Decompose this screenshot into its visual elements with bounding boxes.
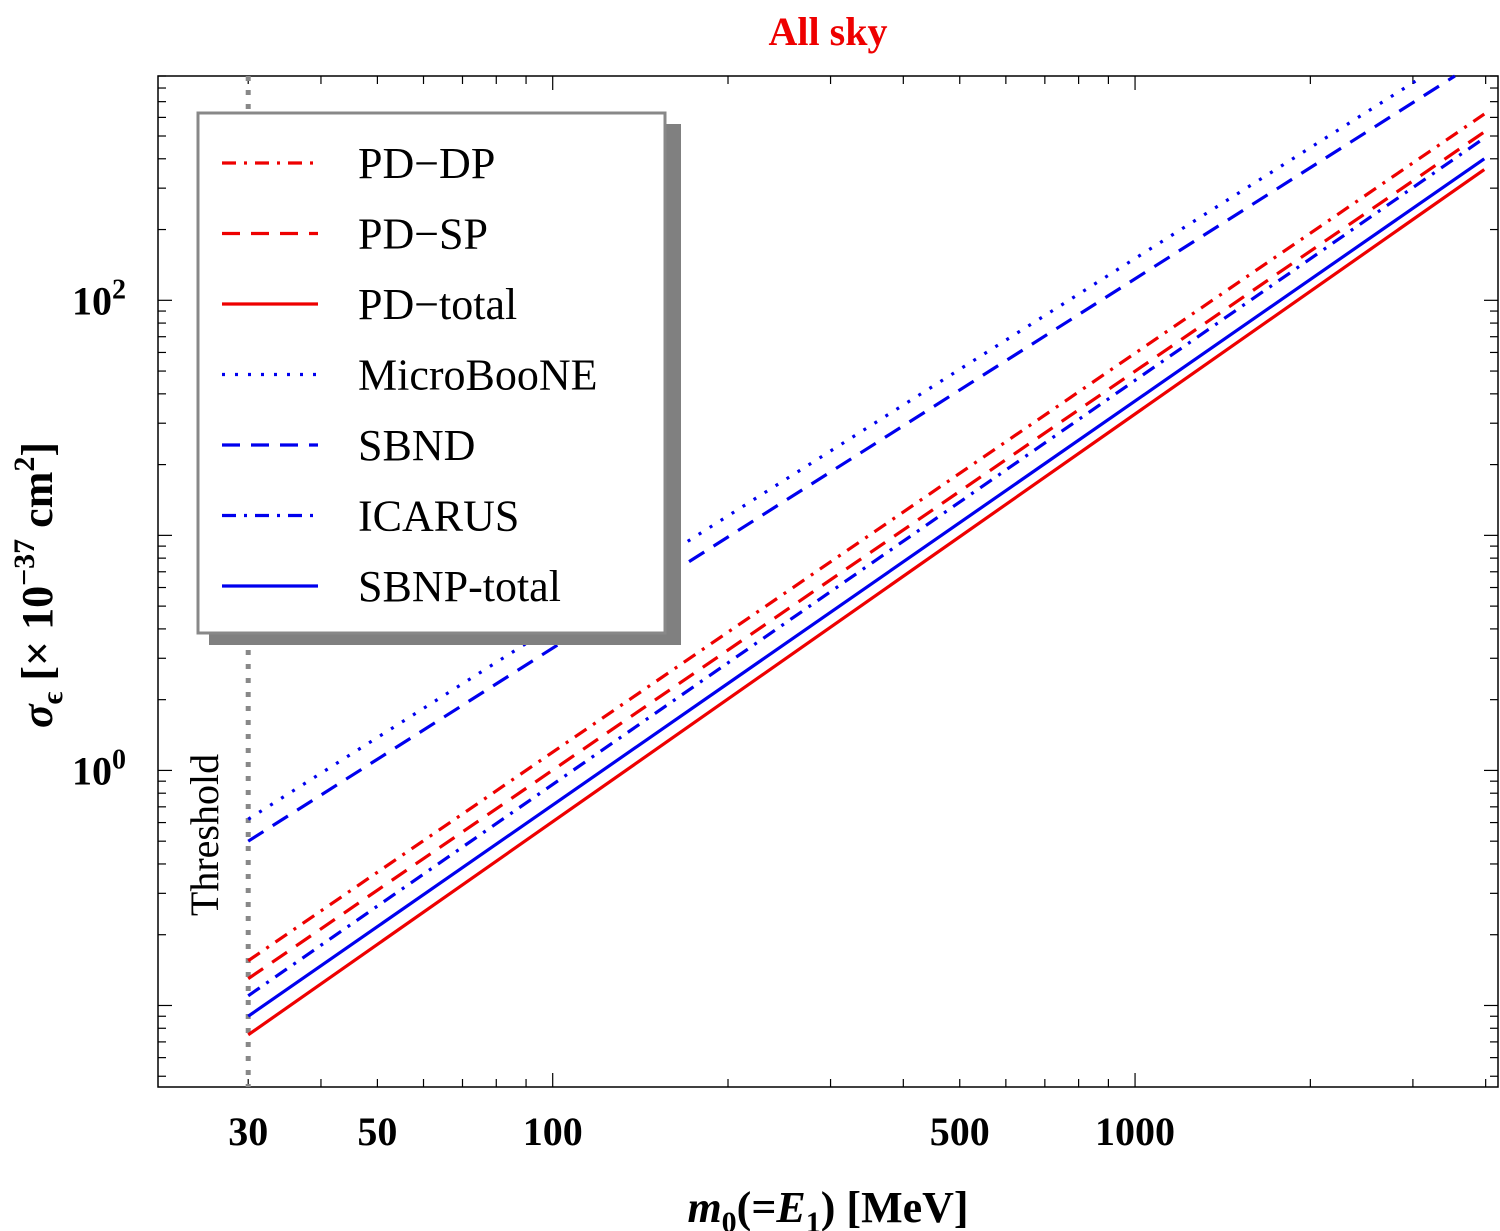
x-tick-label: 100 bbox=[523, 1109, 583, 1154]
legend-label: MicroBooNE bbox=[358, 351, 598, 400]
x-tick-label: 30 bbox=[228, 1109, 268, 1154]
y-axis-title: σϵ [× 10−37 cm2] bbox=[8, 442, 69, 728]
x-tick-label: 1000 bbox=[1095, 1109, 1175, 1154]
legend: PD−DP PD−SP PD−total MicroBooNE SBND ICARUS SB… bbox=[196, 111, 681, 645]
legend-label: PD−total bbox=[358, 280, 517, 329]
plot-frame bbox=[157, 75, 1499, 1088]
series-line-6 bbox=[247, 157, 1486, 1018]
y-tick-label: 100 bbox=[72, 744, 126, 793]
legend-label: PD−DP bbox=[358, 139, 495, 188]
y-tick-labels: 100 102 bbox=[72, 274, 126, 793]
x-tick-labels: 30 50 100 500 1000 bbox=[228, 1109, 1175, 1154]
series-line-2 bbox=[247, 168, 1486, 1037]
series-line-1 bbox=[247, 130, 1486, 981]
y-tick-label: 102 bbox=[72, 274, 126, 323]
series-line-3 bbox=[247, 74, 1425, 821]
series-line-4 bbox=[247, 74, 1456, 843]
legend-entries: PD−DP PD−SP PD−total MicroBooNE SBND ICARUS SB… bbox=[222, 139, 598, 611]
legend-label: SBND bbox=[358, 421, 475, 470]
legend-label: PD−SP bbox=[358, 210, 488, 259]
series-layer bbox=[247, 74, 1486, 1037]
x-tick-label: 500 bbox=[930, 1109, 990, 1154]
legend-label: SBNP-total bbox=[358, 562, 561, 611]
chart-title: All sky bbox=[769, 9, 888, 54]
threshold-label: Threshold bbox=[182, 754, 227, 916]
minor-ticks bbox=[158, 75, 1498, 1087]
x-tick-label: 50 bbox=[357, 1109, 397, 1154]
x-axis-title: m0(=E1) [MeV] bbox=[687, 1183, 968, 1231]
series-line-0 bbox=[247, 112, 1486, 963]
legend-label: ICARUS bbox=[358, 492, 519, 541]
